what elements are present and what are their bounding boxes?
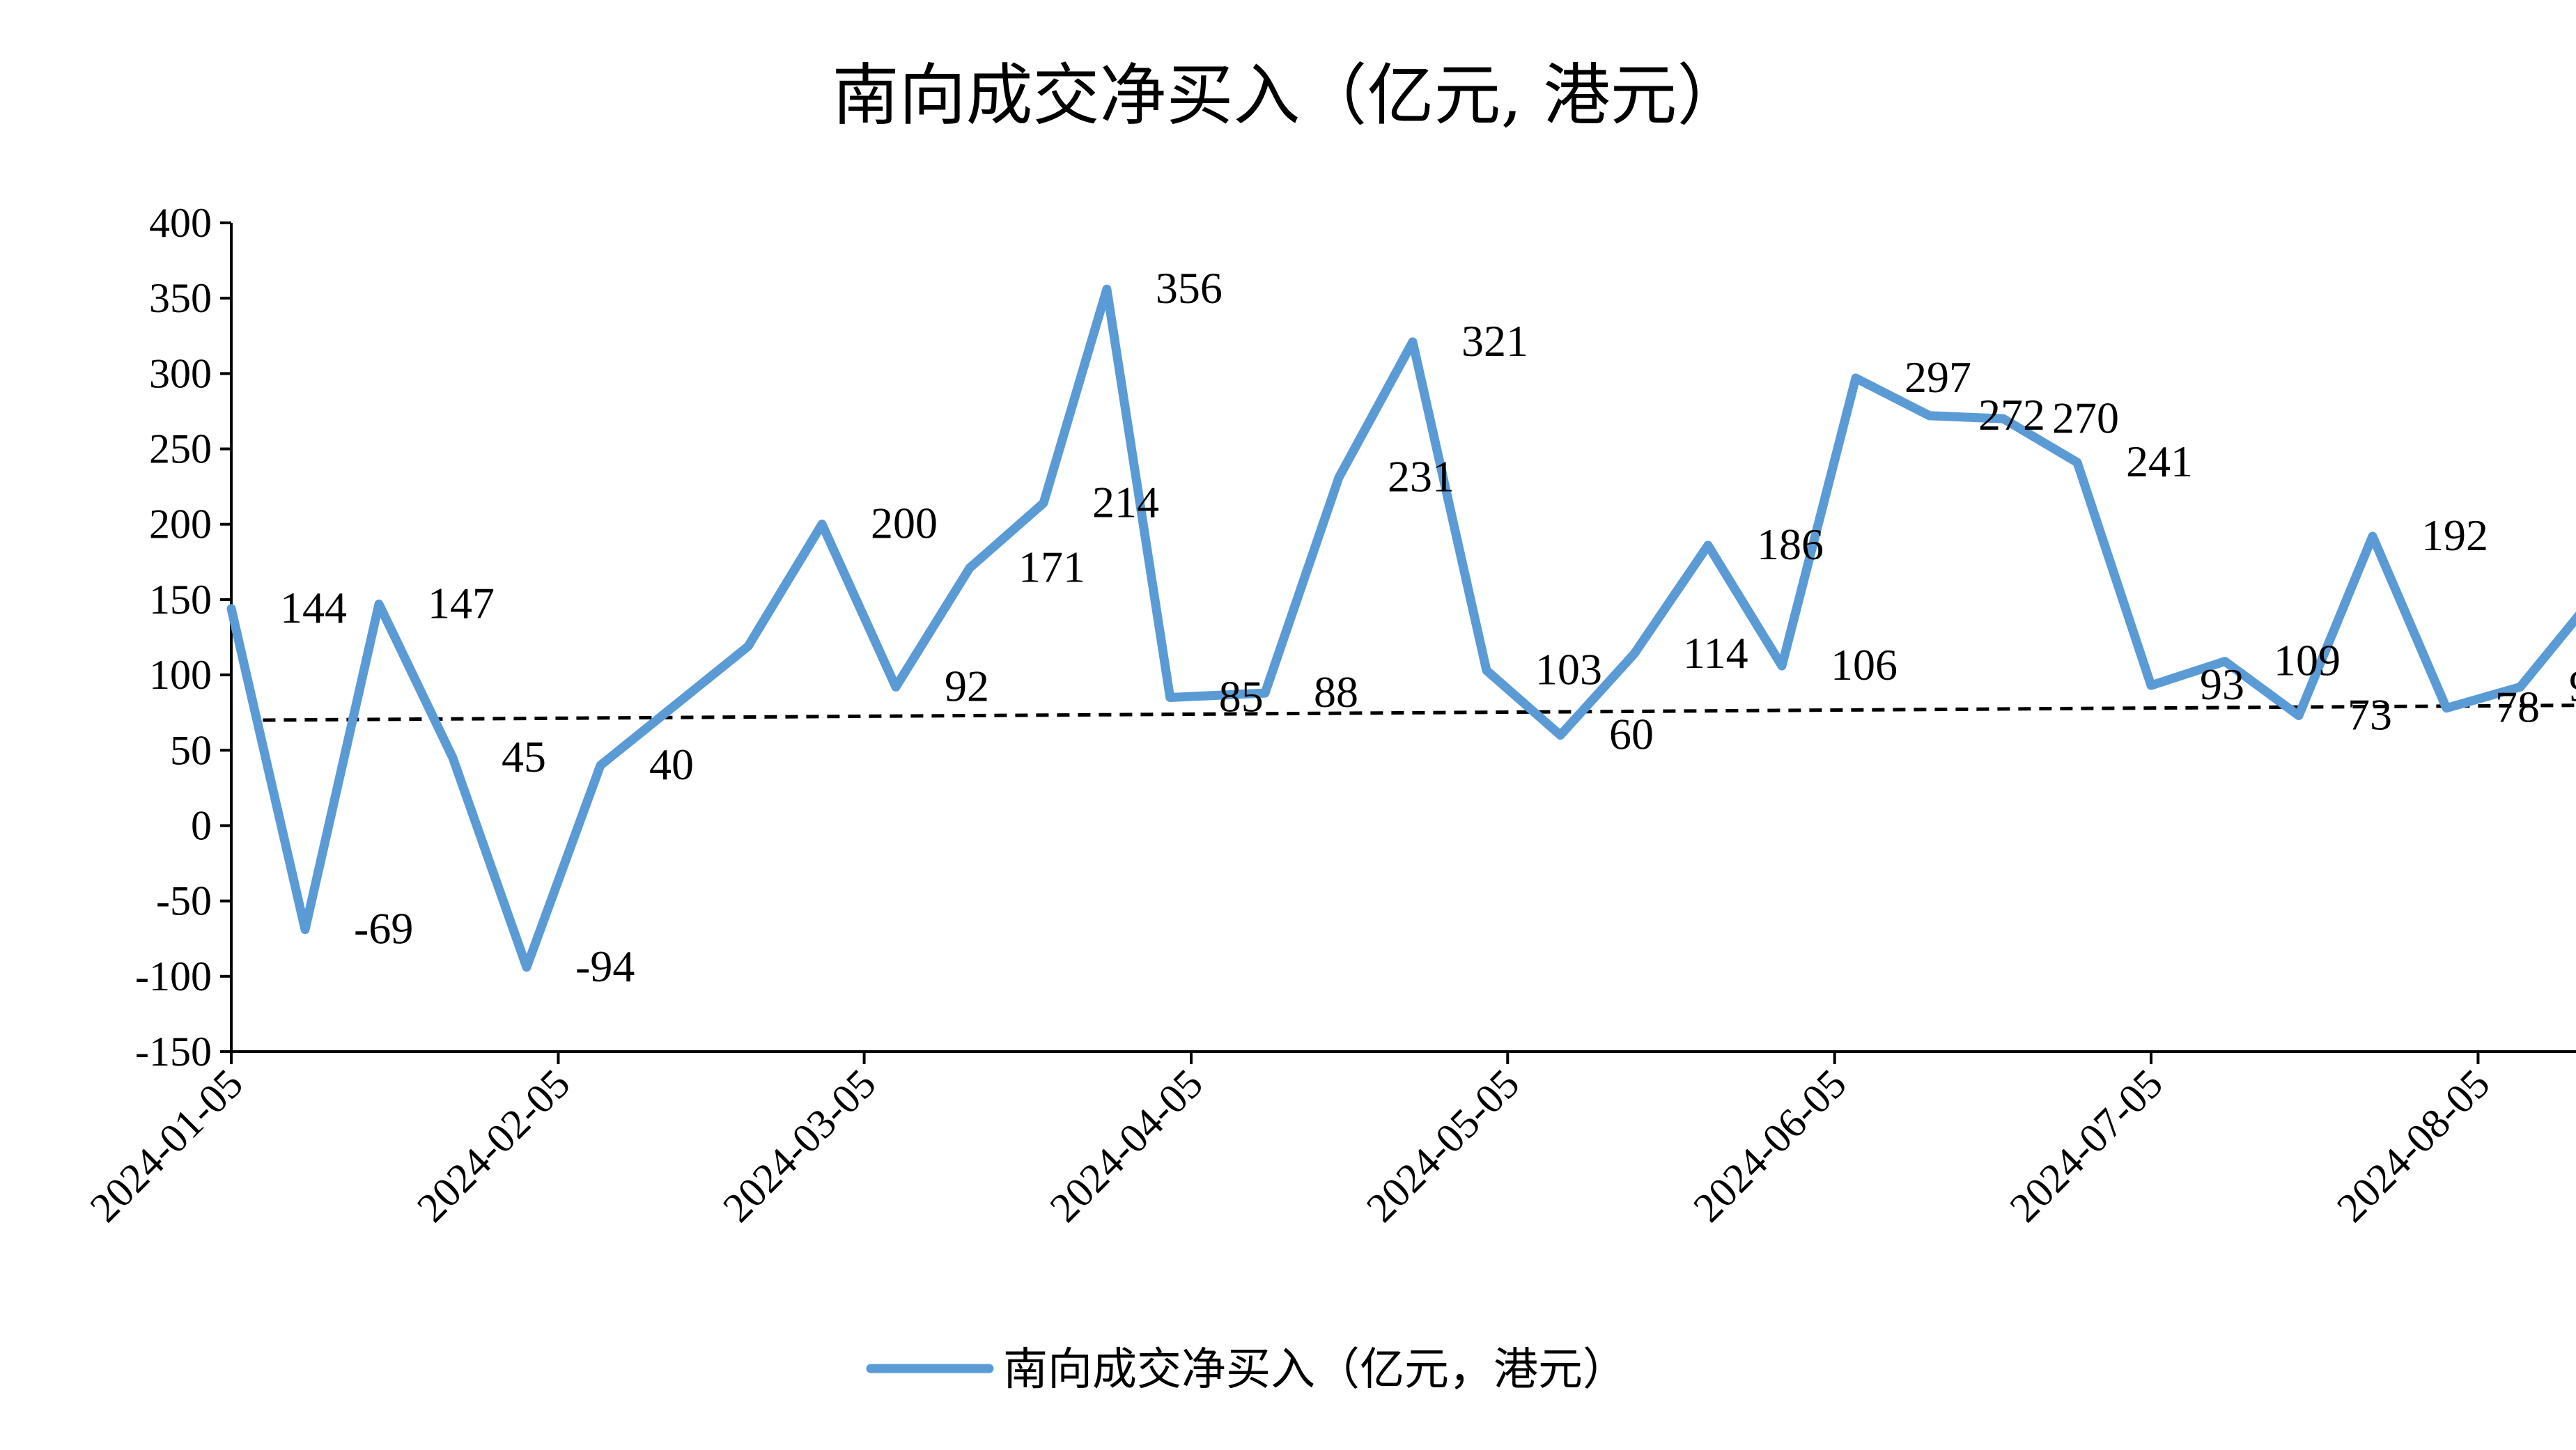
data-label: 186	[1757, 520, 1824, 569]
legend-label: 南向成交净买入（亿元，港元）	[1003, 1344, 1627, 1396]
trendline-layer	[263, 703, 2576, 722]
data-label: 241	[2126, 437, 2193, 486]
legend: 南向成交净买入（亿元，港元）	[866, 1344, 1627, 1396]
y-tick-label: 150	[149, 577, 212, 623]
data-label: 92	[945, 661, 989, 710]
data-label: 171	[1018, 542, 1085, 591]
data-label: 45	[502, 732, 546, 781]
data-label: 231	[1388, 452, 1454, 501]
y-tick-label: 100	[149, 652, 212, 698]
data-label: 73	[2348, 690, 2392, 740]
data-label: 109	[2274, 636, 2341, 685]
data-label: 356	[1156, 263, 1223, 313]
data-label: 297	[1904, 352, 1971, 402]
y-tick-label: -50	[156, 878, 212, 924]
data-label: -94	[575, 942, 635, 991]
data-label: 106	[1831, 640, 1898, 689]
series-line	[226, 284, 2576, 972]
x-tick-label: 2024-01-05	[82, 1061, 252, 1231]
data-label: 200	[871, 499, 938, 548]
y-tick-label: 200	[149, 501, 212, 547]
y-tick-label: -150	[135, 1029, 212, 1075]
data-label: -69	[354, 904, 413, 953]
y-tick-label: 400	[149, 200, 212, 246]
y-tick-label: -100	[135, 953, 212, 999]
x-tick-label: 2024-04-05	[1041, 1061, 1212, 1231]
data-label: 40	[649, 740, 694, 789]
data-label: 85	[1219, 672, 1264, 722]
data-label: 214	[1092, 477, 1159, 527]
y-tick-label: 0	[191, 802, 212, 848]
data-label: 92	[2569, 661, 2576, 710]
series-layer	[226, 284, 2576, 972]
y-tick-label: 50	[170, 727, 212, 773]
x-tick-label: 2024-08-05	[2328, 1061, 2499, 1231]
y-tick-label: 300	[149, 350, 212, 396]
data-label: 147	[428, 578, 495, 627]
x-tick-label: 2024-05-05	[1358, 1061, 1528, 1231]
y-tick-label: 350	[149, 275, 212, 321]
data-label: 93	[2200, 660, 2244, 709]
x-tick-label: 2024-06-05	[1684, 1061, 1855, 1231]
data-label: 78	[2495, 683, 2540, 732]
data-label: 103	[1535, 645, 1602, 694]
y-tick-label: 250	[149, 426, 212, 472]
x-tick-label: 2024-03-05	[714, 1061, 885, 1231]
data-label: 144	[280, 583, 347, 632]
trendline	[263, 703, 2576, 722]
data-label: 114	[1683, 628, 1748, 678]
data-label: 321	[1461, 316, 1528, 366]
data-label: 272	[1978, 390, 2045, 439]
chart-title: 南向成交净买入（亿元, 港元）	[832, 56, 1744, 134]
x-tick-label: 2024-07-05	[2001, 1061, 2172, 1231]
data-label: 88	[1314, 667, 1358, 717]
data-label: 60	[1609, 710, 1654, 759]
data-label: 192	[2421, 510, 2488, 560]
data-label: 270	[2052, 393, 2119, 442]
x-tick-label: 2024-02-05	[408, 1061, 579, 1231]
